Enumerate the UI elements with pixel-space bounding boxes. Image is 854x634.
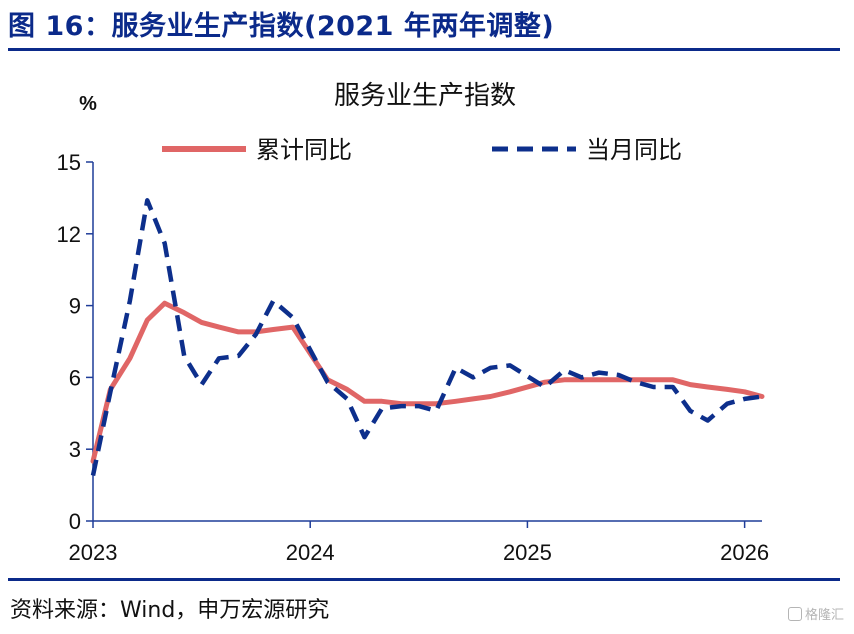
- x-tick-label: 2024: [286, 540, 335, 565]
- y-tick-label: 6: [69, 365, 81, 390]
- y-tick-label: 0: [69, 509, 81, 534]
- watermark: 格隆汇: [787, 604, 844, 623]
- legend-label-cumulative: 累计同比: [256, 136, 352, 164]
- series-layer: [90, 198, 765, 476]
- series-line-cumulative: [90, 300, 765, 464]
- y-axis-unit: %: [79, 93, 97, 115]
- watermark-logo-icon: [787, 607, 802, 621]
- line-chart: 服务业生产指数 % 累计同比 当月同比 0 3 6 9 12 15 2023 2024 2025…: [57, 81, 770, 565]
- x-tick-label: 2025: [503, 540, 552, 565]
- watermark-text: 格隆汇: [804, 608, 844, 623]
- y-tick-label: 9: [69, 294, 81, 319]
- title-rule: [8, 48, 840, 51]
- figure-title: 图 16：服务业生产指数(2021 年两年调整): [8, 11, 555, 42]
- legend-label-monthly: 当月同比: [586, 136, 682, 164]
- bottom-rule: [8, 578, 840, 581]
- x-tick-label: 2026: [720, 540, 769, 565]
- y-tick-label: 12: [57, 222, 81, 247]
- axes: 0 3 6 9 12 15 2023 2024 2025 2026: [57, 150, 770, 565]
- y-tick-label: 15: [57, 150, 81, 175]
- chart-title: 服务业生产指数: [334, 81, 516, 111]
- y-tick-label: 3: [69, 437, 81, 462]
- source-note: 资料来源：Wind，申万宏源研究: [10, 598, 330, 623]
- x-tick-label: 2023: [69, 540, 118, 565]
- legend: 累计同比 当月同比: [162, 136, 682, 164]
- series-line-monthly: [90, 198, 763, 476]
